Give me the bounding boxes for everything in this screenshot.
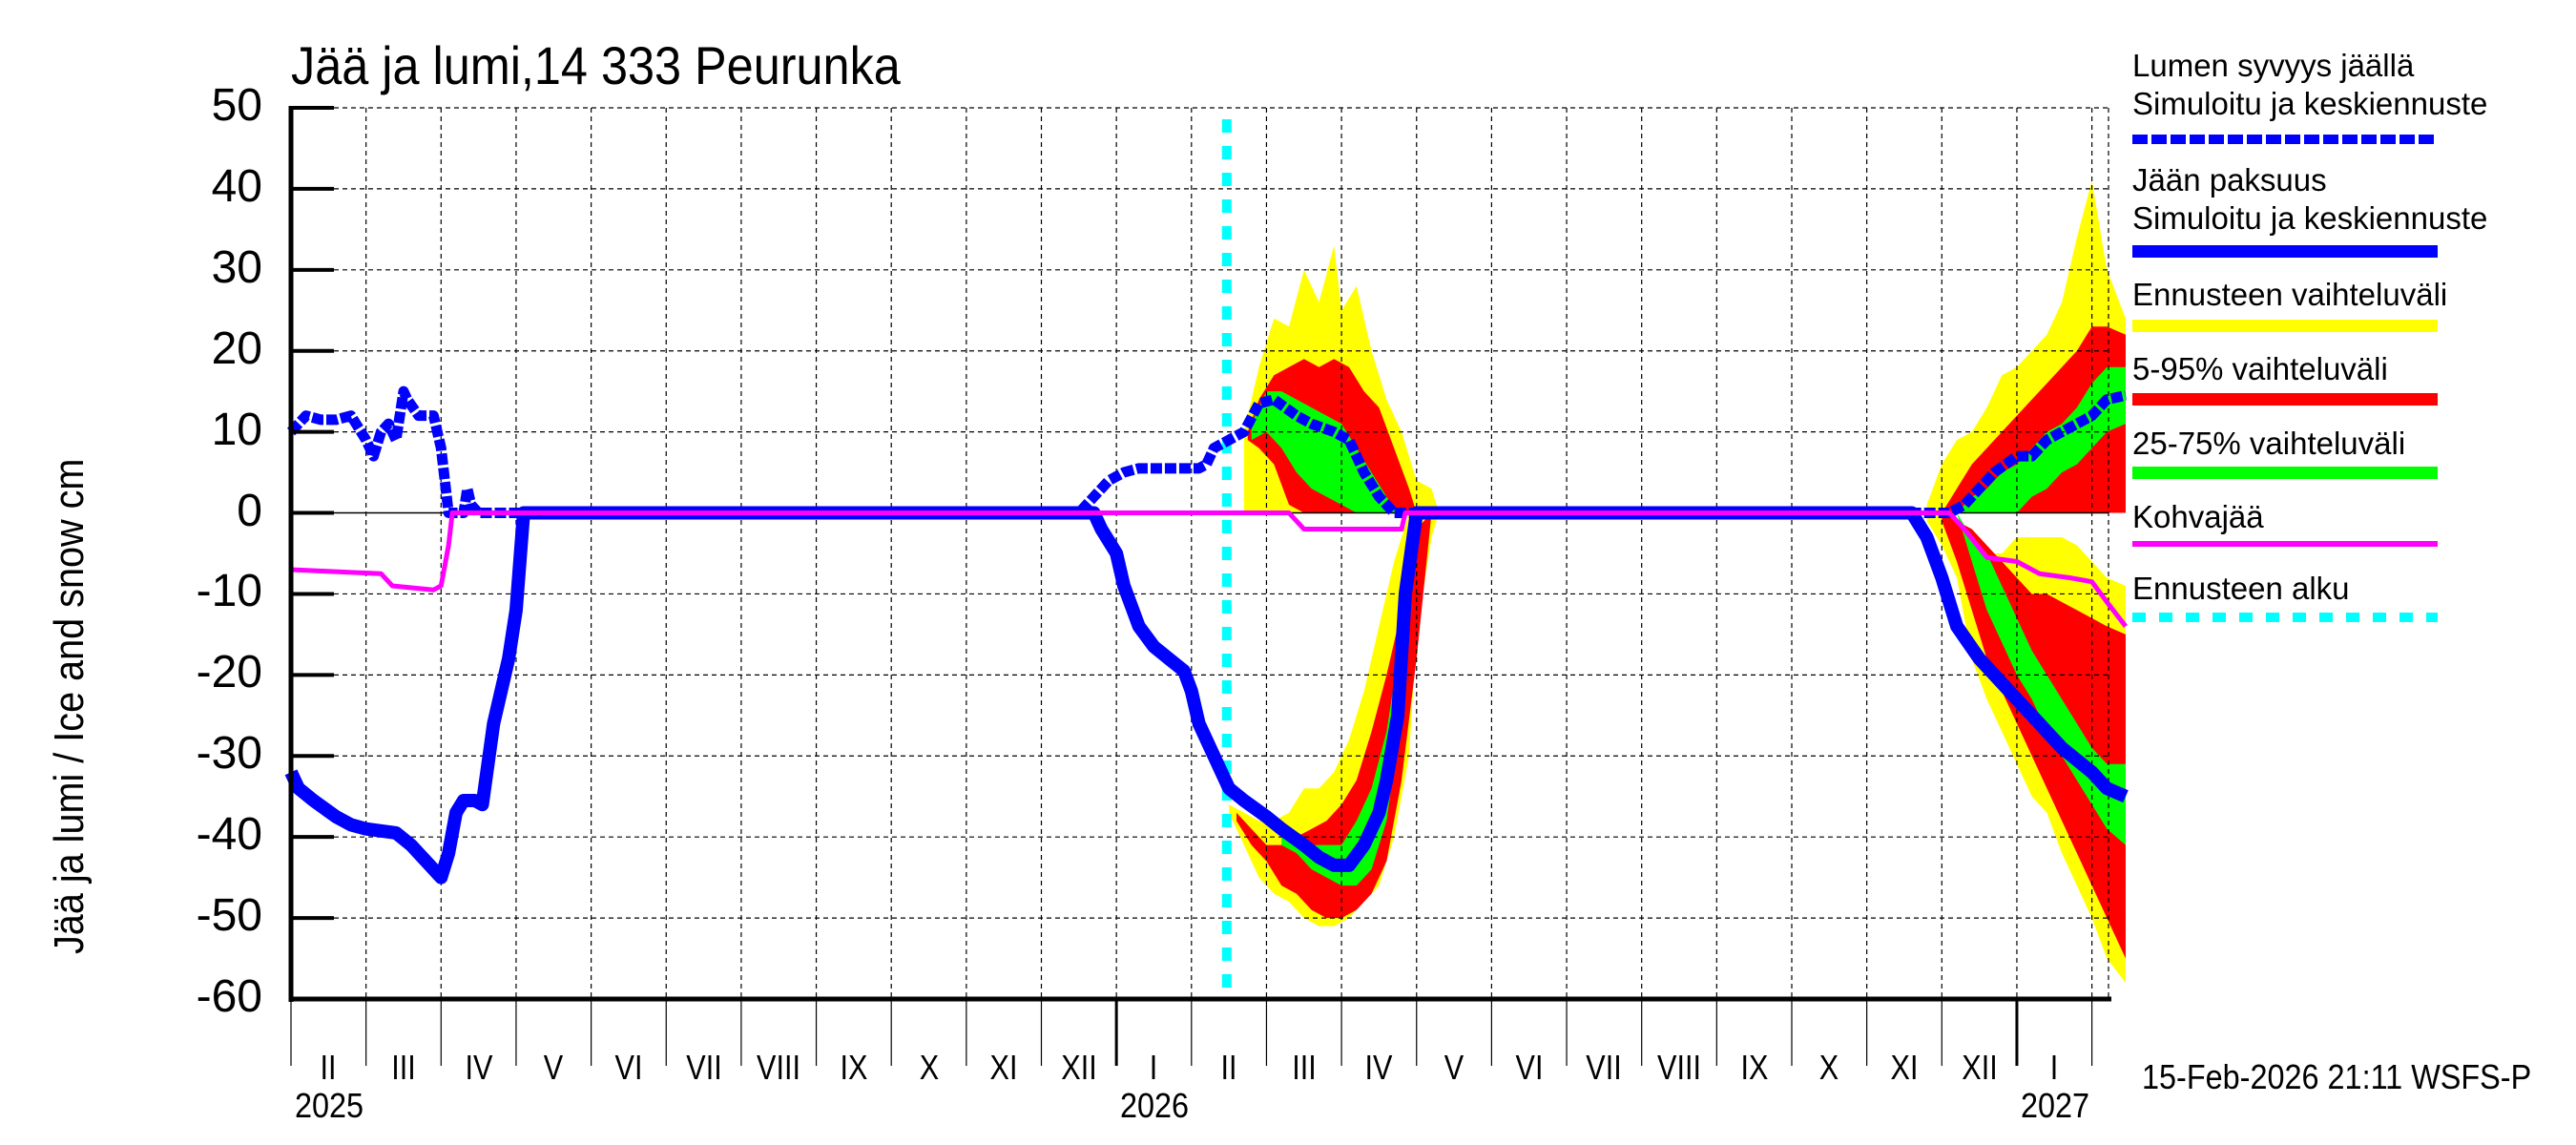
month-label: X (919, 1048, 939, 1087)
y-tick-label: 40 (211, 160, 262, 212)
month-label: VII (1586, 1048, 1623, 1087)
timestamp-footer: 15-Feb-2026 21:11 WSFS-P (2142, 1057, 2532, 1096)
legend-forecast-start-swatch (2132, 613, 2438, 622)
chart-title: Jää ja lumi,14 333 Peurunka (291, 35, 901, 95)
legend-ice-label1: Jään paksuus (2132, 162, 2327, 198)
forecast-bands (1229, 180, 2126, 984)
month-label: VII (685, 1048, 722, 1087)
month-label: VI (1515, 1048, 1544, 1087)
grid-lines (291, 107, 2109, 999)
month-label: VIII (1657, 1048, 1701, 1087)
month-label: IX (1740, 1048, 1769, 1087)
month-label: V (544, 1048, 564, 1087)
y-tick-label: 10 (211, 404, 262, 455)
y-tick-label: -30 (196, 728, 262, 780)
legend-range-label: Ennusteen vaihteluväli (2132, 277, 2448, 312)
month-label: XII (1061, 1048, 1097, 1087)
legend-kohva-label: Kohvajää (2132, 499, 2264, 534)
month-label: IV (465, 1048, 493, 1087)
band-area (1251, 391, 1399, 513)
series-lines (284, 119, 2129, 999)
legend-snow-label2: Simuloitu ja keskiennuste (2132, 86, 2488, 121)
legend-5-95-label: 5-95% vaihteluväli (2132, 351, 2388, 386)
y-tick-label: 20 (211, 323, 262, 374)
year-label: 2025 (295, 1086, 364, 1125)
month-label: XI (1890, 1048, 1919, 1087)
month-label: XI (989, 1048, 1018, 1087)
y-tick-label: 0 (237, 485, 262, 536)
month-label: I (2050, 1048, 2059, 1087)
month-label: XII (1961, 1048, 1998, 1087)
y-tick-label: 30 (211, 241, 262, 293)
month-label: II (1220, 1048, 1237, 1087)
month-label: IV (1364, 1048, 1393, 1087)
month-label: VI (614, 1048, 643, 1087)
axes (288, 106, 2111, 1066)
month-label: V (1444, 1048, 1465, 1087)
year-label: 2026 (1120, 1086, 1190, 1125)
month-label: IX (840, 1048, 868, 1087)
legend-forecast-start-label: Ennusteen alku (2132, 571, 2350, 606)
legend-range-swatch (2132, 320, 2438, 332)
year-label: 2027 (2020, 1086, 2090, 1125)
month-label: VIII (757, 1048, 801, 1087)
legend-ice-swatch (2132, 245, 2438, 258)
month-label: III (1292, 1048, 1317, 1087)
y-tick-label: -60 (196, 971, 262, 1022)
y-tick-label: -50 (196, 890, 262, 942)
y-axis-label: Jää ja lumi / Ice and snow cm (46, 458, 93, 954)
month-label: I (1150, 1048, 1158, 1087)
legend-5-95-swatch (2132, 393, 2438, 406)
month-label: II (320, 1048, 337, 1087)
legend-25-75-label: 25-75% vaihteluväli (2132, 426, 2406, 461)
y-tick-label: 50 (211, 80, 262, 131)
band-area (1942, 326, 2126, 513)
legend-snow-label1: Lumen syvyys jäällä (2132, 48, 2415, 83)
y-tick-label: -20 (196, 647, 262, 698)
month-label: X (1819, 1048, 1839, 1087)
legend-kohva-swatch (2132, 541, 2438, 547)
legend-25-75-swatch (2132, 467, 2438, 479)
y-tick-label: -10 (196, 566, 262, 617)
band-area (1942, 512, 2126, 959)
legend-snow-swatch (2132, 135, 2438, 144)
month-label: III (391, 1048, 416, 1087)
y-tick-label: -40 (196, 809, 262, 861)
legend-ice-label2: Simuloitu ja keskiennuste (2132, 200, 2488, 236)
